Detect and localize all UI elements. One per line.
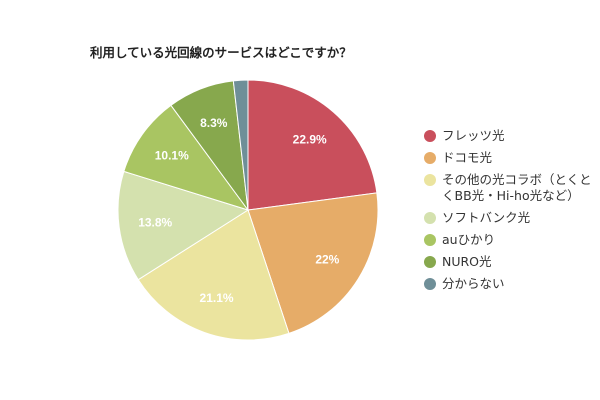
slice-data-label: 10.1% <box>155 149 189 163</box>
slice-data-label: 22.9% <box>293 133 327 147</box>
chart-title: 利用している光回線のサービスはどこですか？ <box>90 45 352 60</box>
slice-data-label: 8.3% <box>200 116 228 130</box>
slice-data-label: 22% <box>315 253 339 267</box>
slice-data-label: 21.1% <box>200 291 234 305</box>
legend-swatch <box>424 212 436 224</box>
pie-slice[interactable] <box>137 209 290 341</box>
legend-swatch <box>424 130 436 142</box>
legend-swatch <box>424 152 436 164</box>
legend-label: 分からない <box>442 276 505 291</box>
legend-label: その他の光コラボ（とくとくBB光・Hi-ho光など） <box>442 172 592 203</box>
pie-slice[interactable] <box>247 79 378 211</box>
legend-label: フレッツ光 <box>442 128 505 143</box>
legend: フレッツ光ドコモ光その他の光コラボ（とくとくBB光・Hi-ho光など） ソフトバン… <box>424 128 600 298</box>
legend-item[interactable]: その他の光コラボ（とくとくBB光・Hi-ho光など） <box>424 172 600 204</box>
legend-label: ソフトバンク光 <box>442 210 531 225</box>
legend-item[interactable]: ソフトバンク光 <box>424 210 600 226</box>
legend-swatch <box>424 256 436 268</box>
legend-label: NURO光 <box>442 254 492 269</box>
pie-slice[interactable] <box>123 104 250 211</box>
legend-swatch <box>424 278 436 290</box>
legend-label: auひかり <box>442 232 496 247</box>
legend-swatch <box>424 234 436 246</box>
slice-data-label: 13.8% <box>138 215 172 229</box>
legend-item[interactable]: フレッツ光 <box>424 128 600 144</box>
legend-swatch <box>424 174 436 186</box>
pie-slice[interactable] <box>117 170 250 281</box>
legend-item[interactable]: 分からない <box>424 276 600 292</box>
pie-slice[interactable] <box>247 192 379 335</box>
legend-item[interactable]: auひかり <box>424 232 600 248</box>
legend-label: ドコモ光 <box>442 150 493 165</box>
pie-slice[interactable] <box>232 79 249 211</box>
legend-item[interactable]: ドコモ光 <box>424 150 600 166</box>
legend-item[interactable]: NURO光 <box>424 254 600 270</box>
